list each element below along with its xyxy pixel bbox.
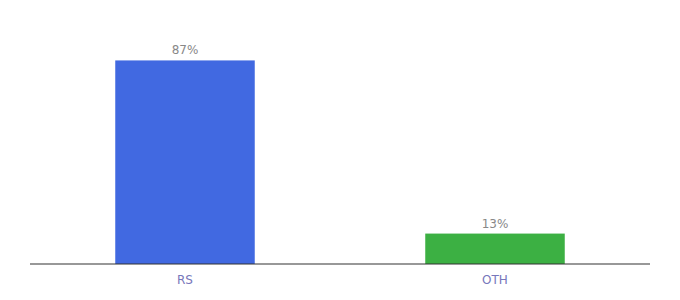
- plot-area: [115, 60, 565, 264]
- x-axis: RS OTH: [177, 273, 508, 287]
- x-tick-label: RS: [177, 273, 193, 287]
- x-axis-line: [30, 263, 650, 264]
- data-labels: 87% 13%: [172, 43, 509, 230]
- chart-container: 87% 13% RS OTH: [0, 0, 680, 300]
- x-tick-label: OTH: [482, 273, 508, 287]
- chart: 87% 13% RS OTH: [0, 0, 680, 300]
- data-label: 87%: [172, 43, 199, 57]
- bar: [115, 60, 255, 264]
- bar: [425, 234, 565, 264]
- data-label: 13%: [482, 217, 509, 231]
